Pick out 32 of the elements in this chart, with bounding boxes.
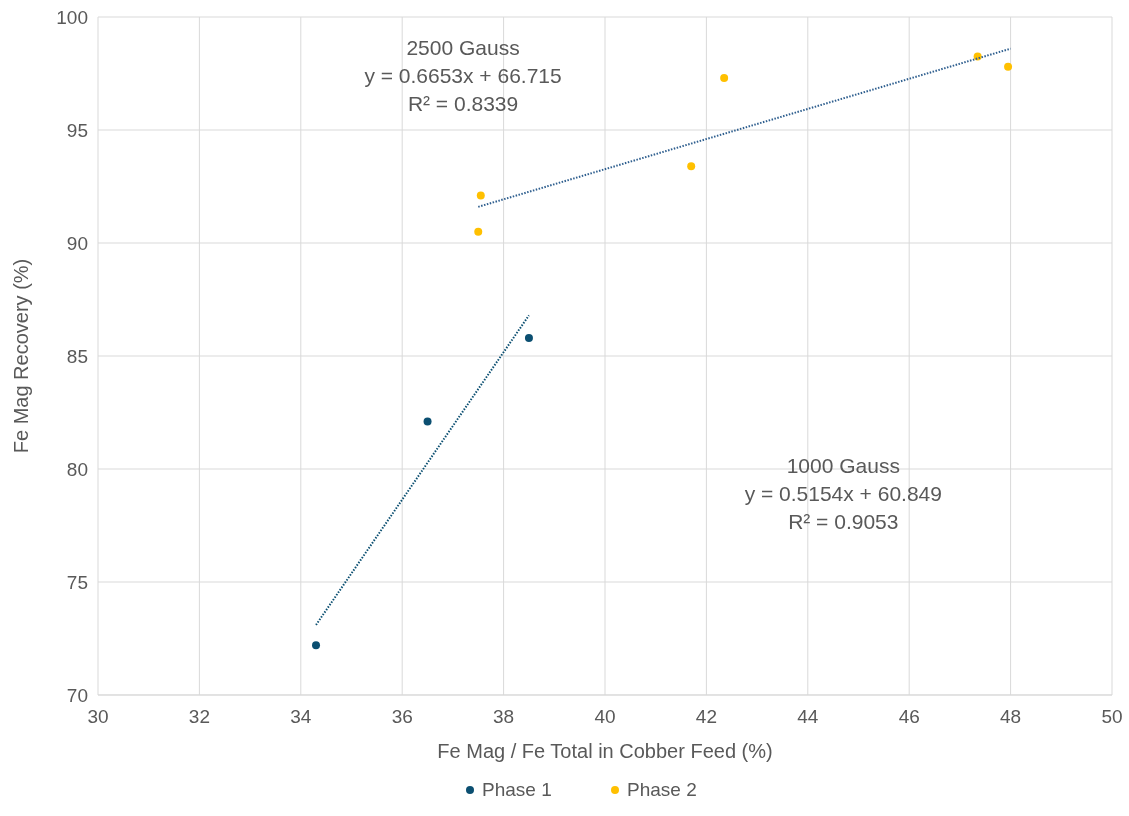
x-tick-label: 48 (1000, 706, 1022, 727)
x-axis-title: Fe Mag / Fe Total in Cobber Feed (%) (437, 740, 773, 762)
y-tick-label: 95 (66, 120, 88, 141)
point (474, 227, 483, 236)
x-tick-label: 42 (695, 706, 717, 727)
y-tick-label: 70 (66, 685, 88, 706)
y-tick-label: 85 (66, 346, 88, 367)
y-tick-label: 90 (66, 233, 88, 254)
x-tick-label: 46 (898, 706, 920, 727)
point (1004, 62, 1013, 71)
y-axis-title: Fe Mag Recovery (%) (10, 258, 32, 454)
y-tick-label: 80 (66, 459, 88, 480)
x-tick-label: 36 (391, 706, 413, 727)
legend-label: Phase 2 (627, 779, 697, 800)
point (423, 417, 432, 426)
x-tick-label: 50 (1101, 706, 1123, 727)
annotation: 1000 Gauss y = 0.5154x + 60.849 R² = 0.9053 (744, 454, 942, 533)
point (524, 333, 533, 342)
annotation: 2500 Gauss y = 0.6653x + 66.715 R² = 0.8339 (364, 36, 562, 115)
point (312, 641, 321, 650)
point (720, 74, 729, 83)
x-tick-label: 44 (797, 706, 819, 727)
x-tick-label: 40 (594, 706, 616, 727)
x-tick-label: 32 (188, 706, 210, 727)
x-tick-label: 38 (493, 706, 515, 727)
x-tick-label: 34 (290, 706, 312, 727)
x-tick-label: 30 (87, 706, 109, 727)
y-tick-label: 75 (66, 572, 88, 593)
y-tick-label: 100 (56, 7, 88, 28)
legend-label: Phase 1 (482, 779, 552, 800)
point (687, 162, 696, 171)
point (476, 191, 485, 200)
